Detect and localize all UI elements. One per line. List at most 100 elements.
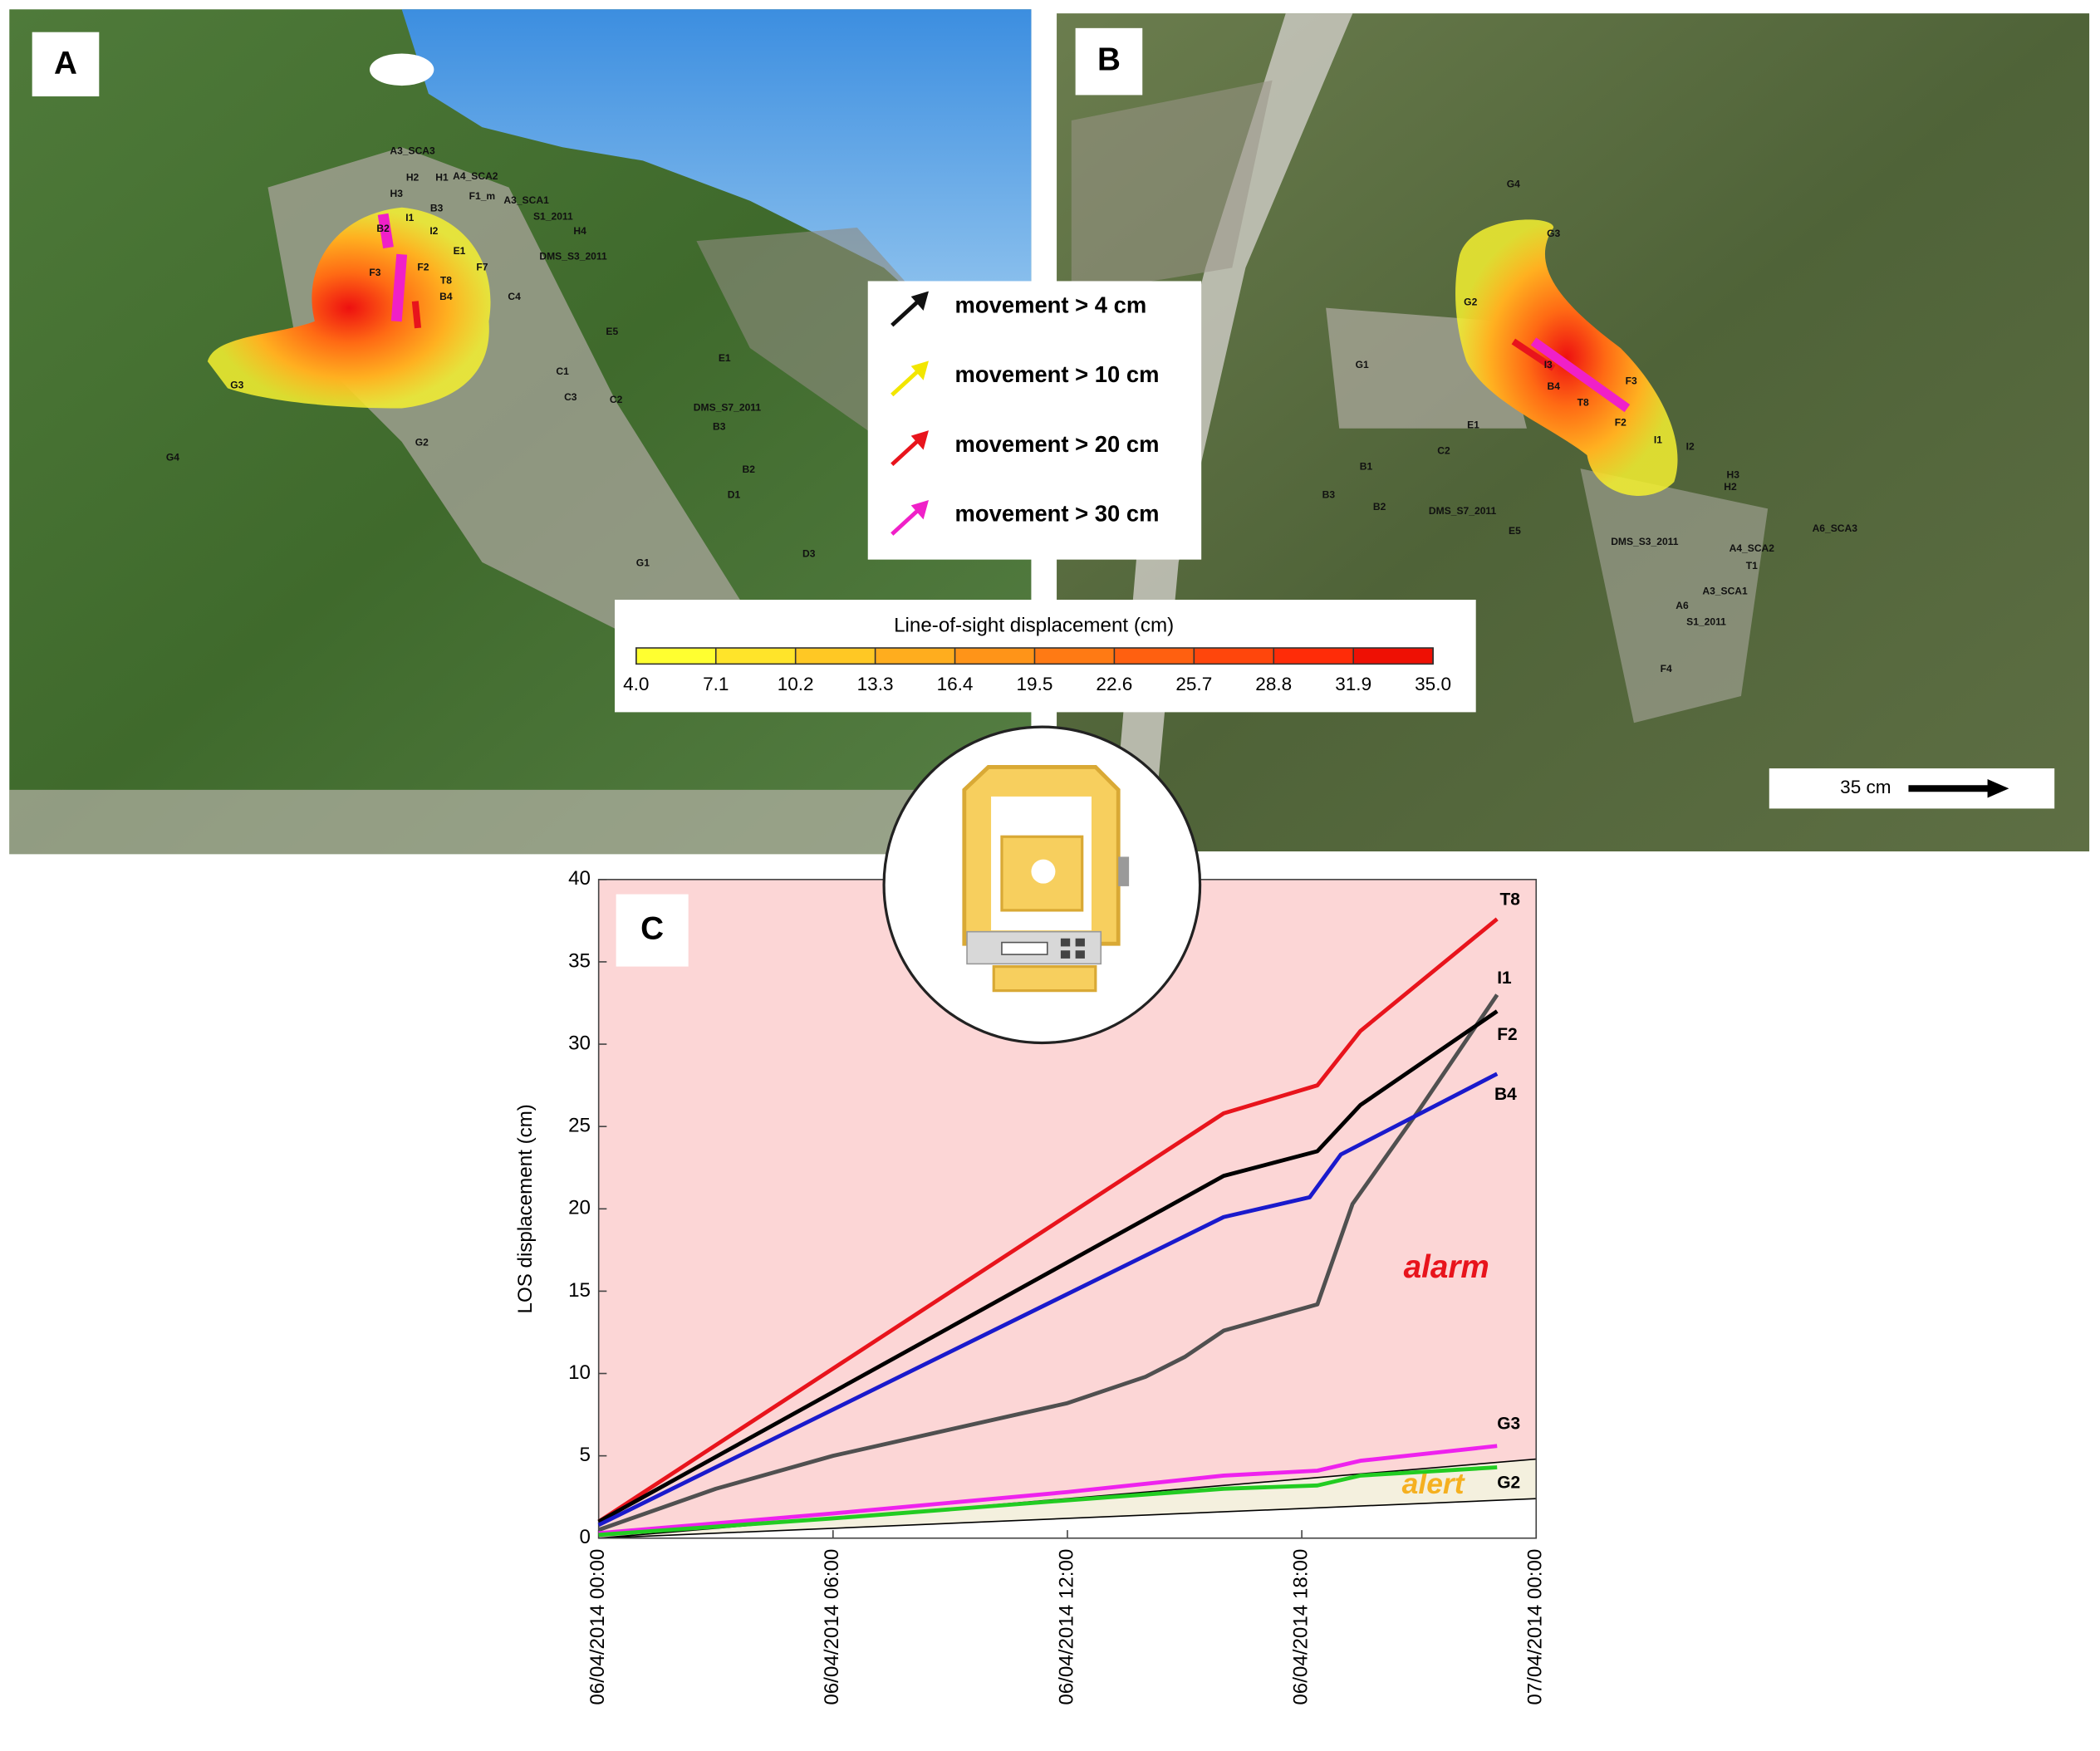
- point-label: F2: [417, 262, 429, 273]
- point-label: F3: [1626, 375, 1637, 387]
- series-end-label: G2: [1497, 1473, 1520, 1492]
- points-b: G4 G3 G2 G1 I3 B4 T8 F3 F2 I1 E1 C2 B1 B3 B2 DMS_S7_201…: [1322, 179, 1858, 674]
- colorbar-tick-label: 7.1: [703, 674, 729, 694]
- x-tick-label: 06/04/2014 06:00: [821, 1549, 843, 1705]
- movement-legend: movement > 4 cm movement > 10 cm movement …: [891, 291, 1160, 536]
- scale-bar-label: 35 cm: [1840, 777, 1891, 797]
- legend-label: movement > 4 cm: [955, 292, 1147, 317]
- point-label: I2: [1686, 440, 1695, 452]
- point-label: H3: [390, 188, 403, 199]
- colorbar-segment: [715, 648, 796, 665]
- zone-label: alarm: [1404, 1249, 1489, 1285]
- legend-label: movement > 10 cm: [955, 361, 1160, 387]
- y-tick-label: 15: [568, 1279, 591, 1302]
- panel-label: B: [1097, 42, 1121, 77]
- point-label: F7: [476, 262, 488, 273]
- point-label: B3: [430, 203, 444, 214]
- point-label: I3: [1544, 359, 1553, 370]
- colorbar-tick-label: 31.9: [1335, 674, 1371, 694]
- point-label: A4_SCA2: [1730, 542, 1775, 554]
- colorbar-segment: [875, 648, 955, 665]
- point-label: B2: [1373, 501, 1386, 513]
- point-label: A3_SCA1: [503, 194, 549, 206]
- series-line: [598, 1465, 1498, 1538]
- point-label: A6_SCA3: [1813, 522, 1858, 534]
- colorbar-segment: [1034, 648, 1115, 665]
- alarm-zone: [598, 879, 1537, 1538]
- point-label: I2: [429, 225, 438, 237]
- point-label: C2: [610, 394, 623, 405]
- point-label: E5: [606, 326, 618, 337]
- point-label: E1: [719, 352, 731, 364]
- point-label: S1_2011: [1686, 616, 1726, 628]
- point-label: G2: [1464, 296, 1477, 307]
- y-tick-label: 10: [568, 1361, 591, 1384]
- series-end-label: T8: [1499, 890, 1519, 909]
- point-label: H4: [573, 225, 586, 237]
- colorbar-segment: [1353, 648, 1434, 665]
- x-tick-label: 06/04/2014 18:00: [1289, 1549, 1312, 1705]
- series-line: [598, 1444, 1498, 1536]
- point-label: G1: [1356, 359, 1369, 370]
- point-label: T1: [1746, 560, 1758, 571]
- legend-arrow-head: [910, 430, 929, 450]
- colorbar-segment: [795, 648, 876, 665]
- point-label: A3_SCA1: [1702, 586, 1748, 597]
- point-label: A4_SCA2: [453, 170, 498, 182]
- point-label: DMS_S7_2011: [1429, 505, 1497, 517]
- colorbar-tick-label: 22.6: [1096, 674, 1132, 694]
- point-label: C3: [564, 391, 577, 403]
- point-label: D1: [728, 488, 741, 500]
- y-tick-label: 40: [568, 867, 591, 890]
- point-label: D3: [802, 547, 816, 559]
- y-tick-label: 20: [568, 1197, 591, 1219]
- threshold-line: [598, 1498, 1537, 1539]
- panel-label-box: [32, 32, 100, 97]
- point-label: H2: [1724, 481, 1737, 493]
- series-line: [597, 1072, 1499, 1528]
- point-label: DMS_S3_2011: [1611, 536, 1679, 547]
- colorbar-segment: [1194, 648, 1274, 665]
- point-label: G3: [230, 379, 243, 390]
- panel-label-box: [616, 894, 689, 967]
- y-axis-label: LOS displacement (cm): [514, 1104, 537, 1313]
- y-tick-label: 0: [580, 1526, 591, 1548]
- point-label: B2: [743, 464, 756, 475]
- series-line: [597, 917, 1499, 1523]
- colorbar: 4.0 7.1 10.2 13.3 16.4 19.5 22.6 25.7 28.8 31.9 35…: [623, 647, 1451, 694]
- y-tick-label: 25: [568, 1115, 591, 1137]
- point-label: F4: [1661, 663, 1672, 674]
- point-label: A6: [1676, 600, 1689, 611]
- legend-arrow-head: [910, 291, 929, 311]
- colorbar-tick-label: 19.5: [1017, 674, 1053, 694]
- point-label: G4: [1507, 179, 1520, 190]
- legend-label: movement > 30 cm: [955, 501, 1160, 527]
- y-tick-label: 35: [568, 949, 591, 972]
- colorbar-segment: [1273, 648, 1354, 665]
- instrument-icon: [882, 725, 1202, 1045]
- point-label: I1: [405, 212, 414, 223]
- colorbar-tick-label: 4.0: [623, 674, 649, 694]
- point-label: DMS_S7_2011: [694, 402, 762, 414]
- point-label: C4: [508, 291, 521, 302]
- point-label: B3: [713, 420, 726, 432]
- colorbar-segment: [635, 648, 716, 665]
- series-end-label: F2: [1497, 1025, 1517, 1044]
- legend-arrow-head: [910, 499, 929, 520]
- point-label: B3: [1322, 488, 1336, 500]
- point-label: H2: [406, 172, 420, 184]
- panel-label: A: [54, 46, 77, 81]
- point-label: I1: [1654, 434, 1662, 445]
- photo-a: [9, 9, 1032, 855]
- point-label: C1: [556, 365, 569, 377]
- legend-label: movement > 20 cm: [955, 431, 1160, 457]
- series-end-label: G3: [1497, 1414, 1520, 1433]
- points-a: A3_SCA3 H2 H1 A4_SCA2 H3 F1_m A3_SCA1 B3 I1 S1_20…: [166, 145, 816, 568]
- point-label: G4: [166, 451, 179, 463]
- point-label: B4: [1547, 380, 1560, 392]
- photo-b: 35 cm: [1057, 13, 2090, 851]
- y-tick-label: 30: [568, 1032, 591, 1054]
- point-label: S1_2011: [533, 210, 573, 222]
